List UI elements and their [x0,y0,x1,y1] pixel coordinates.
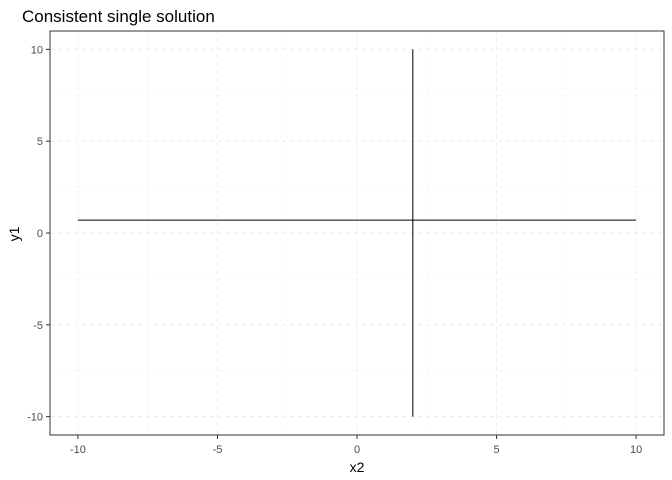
chart-title: Consistent single solution [22,7,215,26]
y-axis-label: y1 [6,226,22,241]
y-axis-tick-labels: -10 -5 0 5 10 [27,44,43,423]
x-tick-label: -10 [70,444,86,456]
grid [50,31,664,435]
x-tick-label: 0 [354,444,360,456]
y-tick-label: -5 [33,320,43,332]
x-tick-label: 5 [493,444,499,456]
y-tick-label: -10 [27,412,43,424]
plot-series [77,49,637,417]
x-tick-label: 10 [630,444,642,456]
y-tick-label: 10 [31,44,43,56]
x-axis-label: x2 [350,459,365,475]
y-tick-label: 5 [37,136,43,148]
y-tick-label: 0 [37,228,43,240]
x-axis-tick-labels: -10 -5 0 5 10 [70,444,642,456]
x-tick-label: -5 [213,444,223,456]
axis-ticks [46,48,637,439]
